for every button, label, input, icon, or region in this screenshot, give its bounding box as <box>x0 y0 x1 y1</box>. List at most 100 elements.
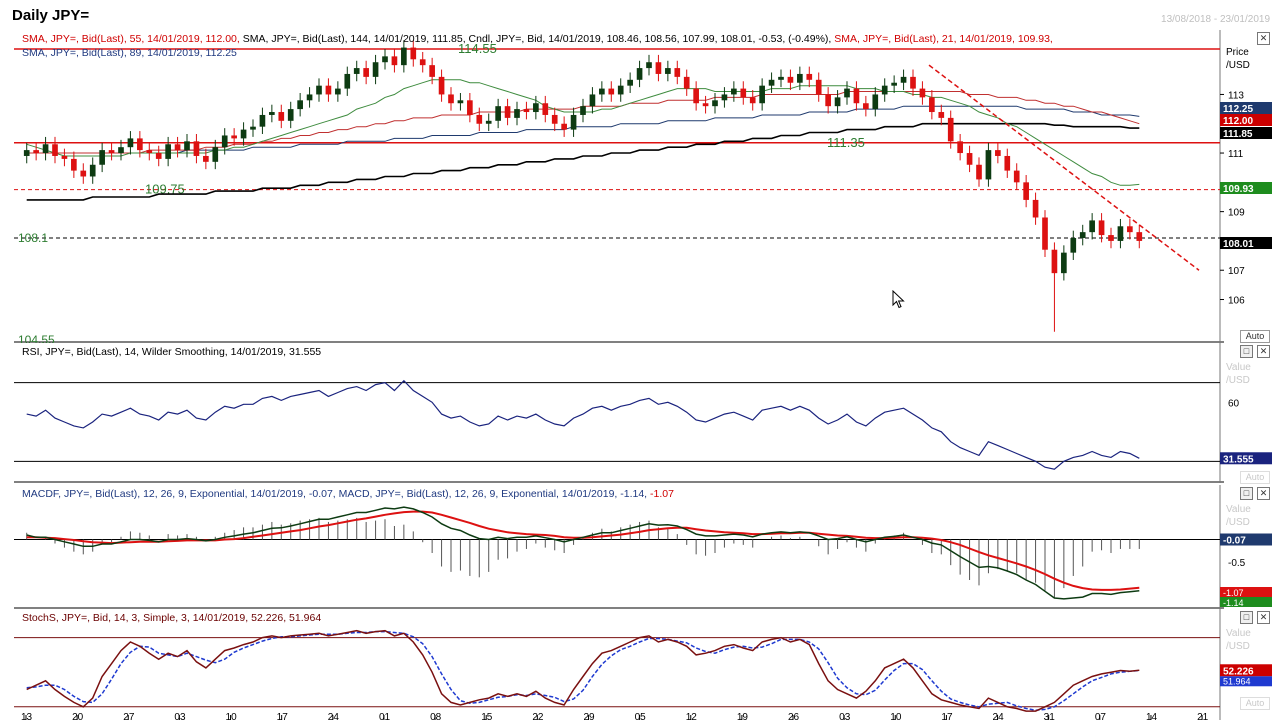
candle-body <box>419 59 426 66</box>
x-tick-label: 31 <box>1044 712 1056 720</box>
candle-body <box>702 103 709 107</box>
candle-body <box>146 150 153 154</box>
candle-body <box>372 62 379 77</box>
x-tick-label: 26 <box>788 712 800 720</box>
candle-body <box>881 85 888 95</box>
candle-body <box>52 144 58 156</box>
candle-body <box>335 88 341 95</box>
tag-stoch-k: 52.226 <box>1223 666 1254 677</box>
legend-sma21: SMA, JPY=, Bid(Last), 21, 14/01/2019, 10… <box>831 33 1053 45</box>
tag-macd-line-bg <box>1220 597 1272 607</box>
tag-macd-line: -1.14 <box>1223 598 1244 608</box>
candle-body <box>844 88 850 98</box>
x-tick-label: 17 <box>941 712 953 720</box>
level-label-108-1: 108.1 <box>18 231 48 245</box>
price-y-tick-label: 106 <box>1228 296 1245 307</box>
price-chart[interactable]: 114.55 111.35 109.75 108.1 104.55 113 111 109 10… <box>14 30 1278 343</box>
candle-body <box>533 103 539 113</box>
x-tick-label: 07 <box>1095 712 1107 720</box>
macd-y-tick-label: -0.5 <box>1228 558 1246 569</box>
rsi-auto-button[interactable]: Auto <box>1240 471 1270 484</box>
sma89-line <box>26 105 1140 154</box>
x-tick-label: 05 <box>635 712 647 720</box>
candle-body <box>655 62 662 74</box>
level-label-114-55: 114.55 <box>458 41 497 56</box>
candle-body <box>1070 238 1077 253</box>
level-label-109-75: 109.75 <box>145 182 185 197</box>
candle-body <box>580 106 586 115</box>
tag-sma144: 111.85 <box>1223 129 1253 140</box>
legend-sma55: SMA, JPY=, Bid(Last), 55, 14/01/2019, 11… <box>22 33 240 45</box>
candle-body <box>108 150 115 154</box>
candle-body <box>193 141 200 156</box>
tag-sma89-bg <box>1220 102 1272 114</box>
price-auto-button[interactable]: Auto <box>1240 330 1270 343</box>
stoch-auto-button[interactable]: Auto <box>1240 697 1270 710</box>
tag-stoch-k-bg <box>1220 664 1272 677</box>
candle-body <box>344 73 351 89</box>
candle-body <box>551 114 558 124</box>
x-tick-label: 20 <box>72 712 84 720</box>
candle-body <box>787 76 794 83</box>
x-tick-label: 01 <box>379 712 391 720</box>
x-tick-label: 10 <box>890 712 902 720</box>
chart-title: Daily JPY= <box>12 7 90 24</box>
maximize-icon[interactable]: □ <box>1240 487 1253 500</box>
close-icon[interactable]: ✕ <box>1257 32 1270 45</box>
candle-body <box>363 68 369 77</box>
candle-body <box>683 76 690 89</box>
candle-body <box>646 62 652 69</box>
candle-body <box>1127 226 1133 233</box>
level-label-111-35: 111.35 <box>827 135 865 150</box>
maximize-icon[interactable]: □ <box>1240 345 1253 358</box>
rsi-chart[interactable]: 60 31.555 <box>14 343 1278 483</box>
tag-last-bg <box>1220 237 1272 249</box>
macd-legend: MACDF, JPY=, Bid(Last), 12, 26, 9, Expon… <box>22 487 674 501</box>
date-range: 13/08/2018 - 23/01/2019 <box>1161 14 1270 25</box>
tag-sma55: 112.00 <box>1223 116 1253 127</box>
close-icon[interactable]: ✕ <box>1257 487 1270 500</box>
rsi-pane: 60 31.555 RSI, JPY=, Bid(Last), 14, Wilde… <box>14 343 1278 484</box>
candle-body <box>665 68 671 74</box>
candle-body <box>542 103 549 115</box>
candle-body <box>825 94 831 107</box>
x-tick-label: 19 <box>737 712 749 720</box>
macd-chart[interactable]: -0.5-0.07-1.07-1.14 <box>14 485 1278 609</box>
candle-body <box>353 68 360 74</box>
x-tick-label: 14 <box>1146 712 1158 720</box>
candle-body <box>448 94 454 104</box>
candle-body <box>155 153 162 159</box>
macd-axis-unit: Value /USD <box>1226 504 1251 528</box>
candle-body <box>806 73 813 80</box>
maximize-icon[interactable]: □ <box>1240 611 1253 624</box>
candle-body <box>514 109 520 118</box>
candle-body <box>570 114 577 130</box>
candle-body <box>1108 235 1114 241</box>
candle-body <box>815 79 822 95</box>
sma144-line <box>26 122 1140 201</box>
candle-body <box>391 56 398 66</box>
candle-body <box>731 88 737 95</box>
tag-stoch-d: 51.964 <box>1223 676 1251 686</box>
candle-body <box>674 68 681 77</box>
close-icon[interactable]: ✕ <box>1257 345 1270 358</box>
candle-body <box>1013 170 1020 183</box>
rsi-legend: RSI, JPY=, Bid(Last), 14, Wilder Smoothi… <box>22 346 322 358</box>
candle-body <box>61 155 68 159</box>
candle-body <box>1042 217 1048 250</box>
candle-body <box>401 47 407 66</box>
candle-body <box>910 76 916 89</box>
price-y-tick-label: 107 <box>1228 266 1245 277</box>
close-icon[interactable]: ✕ <box>1257 611 1270 624</box>
tag-sma144-bg <box>1220 127 1272 139</box>
candle-body <box>900 76 907 83</box>
legend-signal: -1.07 <box>647 488 674 500</box>
candle-body <box>985 150 992 180</box>
candle-body <box>1051 249 1058 274</box>
candle-body <box>278 112 285 121</box>
legend-macd: MACD, JPY=, Bid(Last), 12, 26, 9, Expone… <box>335 488 648 500</box>
candle-body <box>561 123 567 130</box>
price-legend: SMA, JPY=, Bid(Last), 55, 14/01/2019, 11… <box>22 32 1053 60</box>
candle-body <box>1004 155 1011 171</box>
